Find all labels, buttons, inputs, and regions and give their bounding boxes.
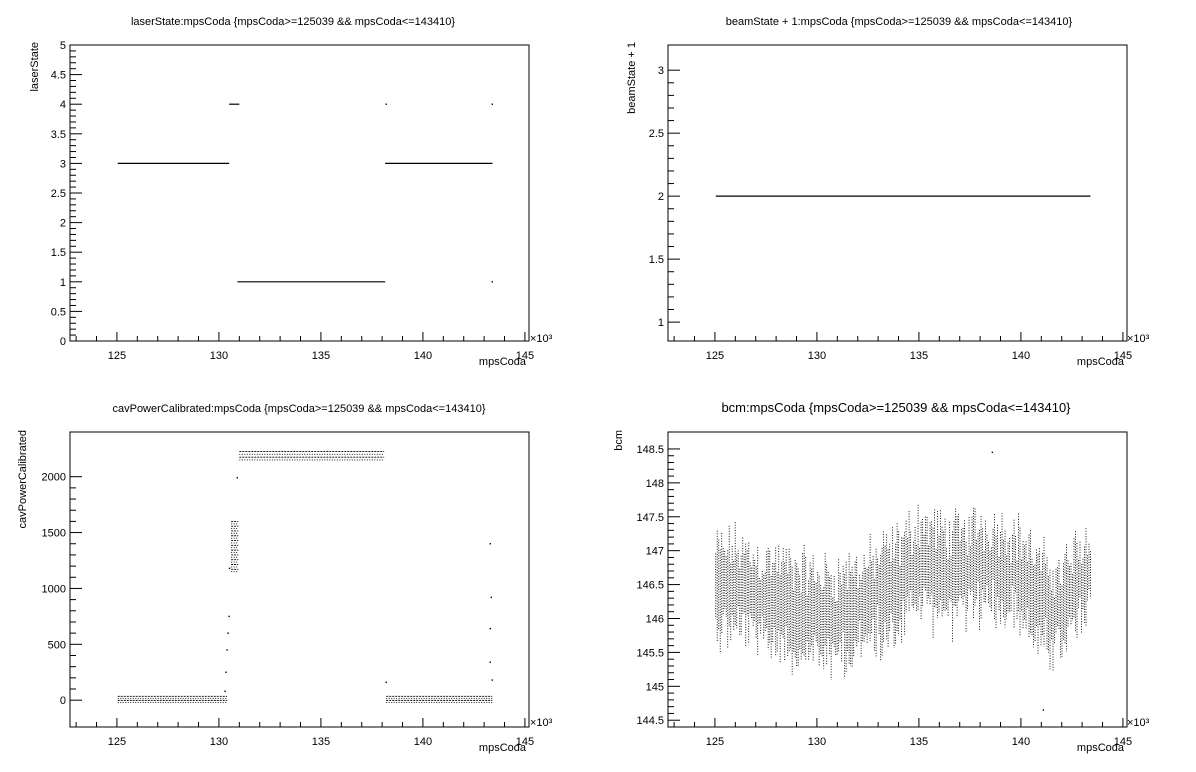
y-tick-label: 1000 bbox=[42, 583, 66, 595]
y-axis-label: cavPowerCalibrated bbox=[17, 430, 29, 528]
y-tick-label: 145.5 bbox=[636, 647, 664, 659]
data-point bbox=[489, 661, 491, 663]
y-tick-label: 0.5 bbox=[51, 306, 66, 318]
x-multiplier-label: ×10³ bbox=[530, 717, 553, 729]
y-axis-label: laserState bbox=[29, 42, 41, 92]
y-tick-label: 1 bbox=[60, 277, 66, 289]
x-tick-label: 135 bbox=[910, 736, 928, 748]
x-axis-label: mpsCoda bbox=[1077, 742, 1125, 754]
chart-panel-beamstate: beamState + 1:mpsCoda {mpsCoda>=125039 &… bbox=[626, 16, 1150, 368]
y-tick-label: 146.5 bbox=[636, 580, 664, 592]
y-tick-label: 2 bbox=[60, 218, 66, 230]
y-tick-label: 3 bbox=[60, 158, 66, 170]
data-point bbox=[991, 451, 994, 454]
x-tick-label: 135 bbox=[910, 350, 928, 362]
data-point bbox=[225, 671, 227, 673]
y-tick-label: 500 bbox=[48, 639, 66, 651]
data-point bbox=[236, 477, 238, 479]
y-tick-label: 148 bbox=[646, 478, 664, 490]
x-tick-label: 145 bbox=[1114, 350, 1132, 362]
chart-title: bcm:mpsCoda {mpsCoda>=125039 && mpsCoda<… bbox=[721, 400, 1071, 415]
data-point bbox=[228, 567, 231, 570]
plot-frame bbox=[69, 431, 530, 728]
data-points bbox=[117, 103, 493, 283]
x-tick-label: 140 bbox=[1012, 736, 1030, 748]
y-tick-label: 0 bbox=[60, 336, 66, 348]
x-tick-label: 135 bbox=[312, 736, 330, 748]
data-points bbox=[715, 451, 1091, 711]
y-axis-label: beamState + 1 bbox=[626, 42, 638, 114]
chart-panel-bcm: bcm:mpsCoda {mpsCoda>=125039 && mpsCoda<… bbox=[613, 400, 1150, 754]
plot-frame bbox=[667, 44, 1128, 342]
x-multiplier-label: ×10³ bbox=[530, 333, 553, 345]
x-multiplier-label: ×10³ bbox=[1127, 333, 1150, 345]
x-tick-label: 130 bbox=[808, 736, 826, 748]
y-tick-label: 1 bbox=[658, 317, 664, 329]
y-tick-label: 1.5 bbox=[51, 247, 66, 259]
x-tick-label: 130 bbox=[210, 350, 228, 362]
data-point bbox=[224, 690, 226, 692]
y-axis-label: bcm bbox=[613, 430, 625, 451]
x-tick-label: 140 bbox=[414, 736, 432, 748]
y-tick-label: 146 bbox=[646, 613, 664, 625]
chart-panel-laserstate: laserState:mpsCoda {mpsCoda>=125039 && m… bbox=[29, 16, 553, 368]
y-tick-label: 4.5 bbox=[51, 70, 66, 82]
y-tick-label: 1500 bbox=[42, 528, 66, 540]
y-tick-label: 3 bbox=[658, 65, 664, 77]
y-tick-label: 0 bbox=[60, 695, 66, 707]
x-tick-label: 125 bbox=[108, 350, 126, 362]
x-tick-label: 145 bbox=[516, 736, 534, 748]
x-multiplier-label: ×10³ bbox=[1127, 717, 1150, 729]
x-tick-label: 130 bbox=[210, 736, 228, 748]
data-point bbox=[226, 649, 228, 651]
chart-title: laserState:mpsCoda {mpsCoda>=125039 && m… bbox=[131, 16, 455, 28]
data-point bbox=[227, 632, 229, 634]
data-point bbox=[491, 281, 493, 283]
chart-title: cavPowerCalibrated:mpsCoda {mpsCoda>=125… bbox=[112, 403, 485, 415]
y-tick-label: 2 bbox=[658, 191, 664, 203]
x-tick-label: 145 bbox=[1114, 736, 1132, 748]
x-tick-label: 130 bbox=[808, 350, 826, 362]
data-point bbox=[385, 681, 387, 684]
plot-frame bbox=[667, 431, 1128, 728]
x-tick-label: 125 bbox=[108, 736, 126, 748]
x-tick-label: 140 bbox=[1012, 350, 1030, 362]
data-point bbox=[228, 615, 230, 618]
x-tick-label: 145 bbox=[516, 350, 534, 362]
y-tick-label: 2000 bbox=[42, 472, 66, 484]
x-tick-label: 125 bbox=[706, 736, 724, 748]
y-tick-label: 145 bbox=[646, 681, 664, 693]
y-tick-label: 144.5 bbox=[636, 715, 664, 727]
data-point bbox=[489, 543, 491, 545]
y-tick-label: 147 bbox=[646, 546, 664, 558]
data-point bbox=[491, 679, 493, 681]
y-tick-label: 2.5 bbox=[51, 188, 66, 200]
data-point bbox=[489, 627, 491, 630]
y-tick-label: 147.5 bbox=[636, 512, 664, 524]
data-point bbox=[385, 103, 387, 105]
chart-panel-cavpower: cavPowerCalibrated:mpsCoda {mpsCoda>=125… bbox=[17, 403, 553, 754]
y-tick-label: 4 bbox=[60, 99, 66, 111]
x-tick-label: 140 bbox=[414, 350, 432, 362]
x-axis-label: mpsCoda bbox=[1077, 356, 1125, 368]
plot-frame bbox=[69, 44, 530, 342]
x-tick-label: 135 bbox=[312, 350, 330, 362]
y-tick-label: 5 bbox=[60, 40, 66, 52]
data-point bbox=[1042, 709, 1045, 711]
y-tick-label: 1.5 bbox=[649, 254, 664, 266]
y-tick-label: 148.5 bbox=[636, 444, 664, 456]
data-point bbox=[490, 596, 492, 599]
x-tick-label: 125 bbox=[706, 350, 724, 362]
data-point bbox=[491, 103, 493, 105]
x-axis-label: mpsCoda bbox=[479, 356, 527, 368]
y-tick-label: 2.5 bbox=[649, 128, 664, 140]
x-axis-label: mpsCoda bbox=[479, 742, 527, 754]
data-points bbox=[117, 451, 493, 703]
y-tick-label: 3.5 bbox=[51, 129, 66, 141]
chart-title: beamState + 1:mpsCoda {mpsCoda>=125039 &… bbox=[726, 16, 1073, 28]
